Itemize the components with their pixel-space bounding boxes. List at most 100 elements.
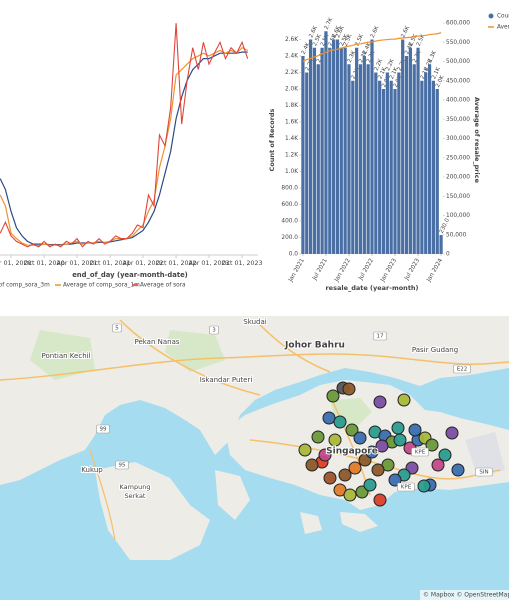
- bar: [351, 80, 355, 254]
- data-label: 2.2K: [374, 58, 385, 72]
- bar: [347, 64, 351, 254]
- bar: [312, 47, 317, 254]
- y-tick-label: 600.0: [281, 202, 298, 208]
- data-label: 2.4K: [301, 41, 312, 55]
- road-label: 5: [115, 326, 119, 332]
- bar: [393, 89, 397, 254]
- bar: [424, 72, 428, 254]
- road-label: 95: [119, 463, 126, 469]
- bar: [328, 47, 332, 254]
- road: [254, 319, 331, 373]
- location-dot: [365, 445, 379, 459]
- location-dot: [345, 423, 359, 437]
- y2-tick-label: 500,000: [446, 59, 470, 65]
- y-tick-label: 1.8K: [285, 103, 298, 109]
- location-dot: [298, 443, 312, 457]
- y2-tick-label: 0: [446, 252, 450, 258]
- y2-tick-label: 400,000: [446, 98, 470, 104]
- location-dot: [348, 461, 362, 475]
- location-dot: [425, 438, 439, 452]
- y-tick-label: 1.4K: [285, 136, 298, 142]
- x-tick-label: Oct 01, 2023: [222, 260, 263, 267]
- y2-tick-label: 200,000: [446, 175, 470, 181]
- location-dot: [431, 458, 445, 472]
- place-label: Johor Bahru: [284, 341, 345, 351]
- y-tick-label: 1.2K: [285, 153, 298, 159]
- x-tick-label: Apr 01, 2023: [189, 260, 230, 267]
- road-label: E22: [457, 367, 467, 373]
- data-label: 2.6K: [335, 25, 346, 39]
- bar: [308, 39, 313, 254]
- y2-axis-title: Average of resale_price: [473, 97, 481, 184]
- legend-swatch: [488, 13, 494, 19]
- bar: [401, 39, 405, 254]
- road-shield: [209, 325, 219, 335]
- bar: [408, 47, 412, 254]
- data-label: 2.6K: [308, 25, 319, 39]
- bar: [385, 72, 389, 254]
- bar: [366, 64, 370, 254]
- park: [165, 330, 225, 372]
- x-axis-title: resale_date (year-month): [325, 284, 418, 292]
- location-dot: [408, 423, 422, 437]
- y-tick-label: 0.0: [289, 252, 299, 258]
- bar: [343, 47, 347, 254]
- land-kukup: [95, 462, 210, 560]
- legend-label: Count of Records: [497, 14, 509, 20]
- data-label: 2.5K: [354, 33, 365, 47]
- x-tick-label: Apr 01, 2021: [57, 260, 98, 267]
- road-label: KPE: [415, 450, 426, 456]
- bar: [324, 31, 328, 254]
- road: [119, 319, 261, 396]
- data-label: 2.7K: [324, 17, 335, 31]
- y-tick-label: 400.0: [281, 219, 298, 225]
- bar: [316, 64, 320, 254]
- location-dot: [311, 430, 325, 444]
- bar: [370, 39, 374, 254]
- legend-label: Average of sora: [140, 283, 186, 289]
- location-dot: [373, 395, 387, 409]
- bar: [355, 47, 359, 254]
- location-dot: [373, 493, 387, 507]
- place-label: Singapore: [326, 447, 378, 457]
- place-label: Serkat: [125, 492, 146, 500]
- road-shield: [115, 460, 129, 470]
- bar: [320, 47, 324, 254]
- data-label: 2.6K: [400, 25, 411, 39]
- road-label: SIN: [479, 470, 488, 476]
- x-tick-label: Apr 01, 2020: [0, 260, 31, 267]
- x-tick-label: Oct 01, 2021: [90, 260, 131, 267]
- place-label: Kukup: [81, 466, 103, 474]
- place-label: Kampung: [120, 483, 151, 491]
- road-shield: [397, 482, 415, 492]
- location-dot: [328, 433, 342, 447]
- place-label: Skudai: [243, 318, 266, 326]
- y-tick-label: 800.0: [281, 186, 298, 192]
- location-dot: [375, 439, 389, 453]
- land-johor: [0, 316, 509, 485]
- y-tick-label: 200.0: [281, 235, 298, 241]
- bar: [404, 56, 409, 254]
- y2-tick-label: 150,000: [446, 194, 470, 200]
- y-tick-label: 1.6K: [285, 120, 298, 126]
- location-dot: [318, 448, 332, 462]
- bar: [335, 39, 340, 254]
- legend-label: Average of comp_sora_1m: [63, 283, 140, 289]
- location-dot: [322, 411, 336, 425]
- data-label: 2.6K: [331, 25, 342, 39]
- map: Skudai Johor Bahru Pekan Nanas Pasir Gudang…: [0, 316, 509, 600]
- data-label: 2.3K: [427, 50, 438, 64]
- road-shield: [112, 323, 122, 333]
- y2-tick-label: 300,000: [446, 136, 470, 142]
- y-tick-label: 1.0K: [285, 169, 298, 175]
- airport: [465, 432, 505, 478]
- y2-tick-label: 550,000: [446, 40, 470, 46]
- road-shield: [411, 447, 429, 457]
- bar: [301, 56, 305, 254]
- road-label: 3: [212, 328, 216, 334]
- legend-label: Average of resale_price: [497, 25, 509, 31]
- road: [249, 439, 501, 480]
- data-label: 2.5K: [343, 33, 354, 47]
- road-label: 99: [100, 427, 107, 433]
- location-dot: [391, 421, 405, 435]
